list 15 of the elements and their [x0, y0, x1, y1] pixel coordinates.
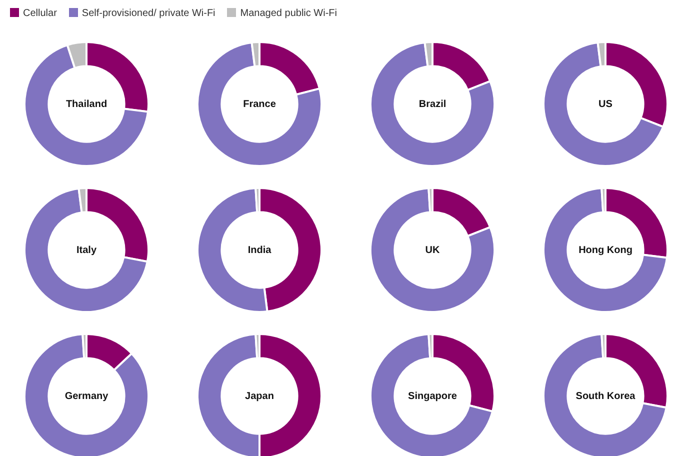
text: Japan — [245, 390, 274, 402]
text: South Korea — [576, 390, 636, 402]
legend-label: Managed public Wi-Fi — [239, 8, 337, 19]
legend-label: Cellular — [22, 8, 57, 19]
text: France — [243, 98, 276, 110]
text: Thailand — [66, 98, 108, 110]
text: Hong Kong — [578, 244, 632, 256]
text: Italy — [76, 244, 97, 256]
text: Germany — [64, 390, 109, 402]
text: US — [598, 98, 613, 110]
text: India — [248, 244, 272, 256]
text: UK — [425, 244, 440, 256]
legend-label: Self-provisioned/ private Wi-Fi — [80, 8, 216, 19]
text: Singapore — [408, 390, 458, 402]
text: Brazil — [418, 98, 446, 110]
